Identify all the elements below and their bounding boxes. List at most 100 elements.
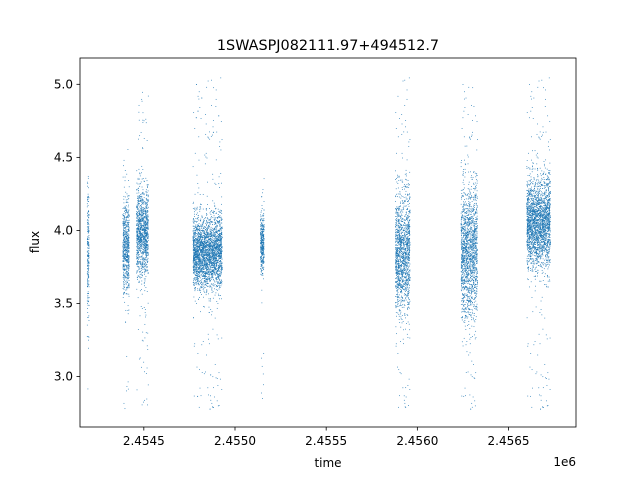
data-point [122, 246, 124, 248]
data-point [260, 256, 262, 257]
data-point [202, 286, 204, 288]
data-point [87, 254, 88, 256]
data-point [87, 214, 88, 216]
data-point [124, 237, 125, 239]
data-point [126, 289, 128, 291]
data-point [146, 193, 147, 195]
data-point [214, 267, 216, 268]
data-point [122, 218, 124, 219]
data-point [126, 355, 128, 357]
data-point [140, 209, 142, 211]
data-point [199, 266, 200, 267]
data-point [214, 317, 216, 319]
data-point [145, 177, 147, 179]
data-point [141, 253, 143, 255]
data-point [209, 138, 211, 140]
data-point [205, 243, 207, 244]
data-point [203, 255, 205, 256]
data-point [208, 274, 210, 276]
data-point [127, 240, 129, 242]
data-point [209, 239, 211, 241]
data-point [197, 252, 199, 254]
data-point [145, 206, 147, 208]
data-point [207, 235, 209, 237]
data-point [219, 251, 221, 252]
data-point [208, 225, 209, 226]
data-point [198, 274, 200, 276]
data-point [141, 253, 143, 254]
data-point [87, 293, 89, 294]
data-point [86, 273, 88, 275]
data-point [144, 230, 145, 231]
data-point [146, 226, 147, 228]
data-point [88, 217, 89, 218]
data-point [139, 210, 141, 212]
data-point [141, 207, 143, 209]
data-point [140, 227, 141, 229]
data-point [220, 211, 222, 213]
data-point [200, 258, 202, 260]
data-point [207, 232, 209, 233]
data-point [204, 255, 206, 256]
data-point [193, 245, 195, 247]
data-point [207, 234, 208, 235]
data-point [126, 266, 127, 268]
data-point [200, 286, 202, 288]
data-point [198, 250, 199, 252]
data-point [198, 278, 199, 280]
data-point [201, 242, 202, 244]
data-point [211, 274, 213, 276]
data-point [203, 373, 205, 375]
data-point [216, 238, 218, 240]
data-point [142, 218, 144, 220]
data-point [200, 250, 201, 252]
data-point [219, 220, 220, 221]
data-point [198, 232, 200, 234]
data-point [128, 244, 129, 246]
data-point [200, 264, 202, 266]
data-point [136, 234, 138, 236]
data-point [125, 232, 127, 234]
data-point [126, 271, 128, 272]
data-point [123, 271, 124, 273]
data-point [202, 270, 203, 272]
data-point [199, 208, 201, 210]
data-point [126, 234, 128, 236]
data-point [145, 215, 147, 216]
data-point [127, 285, 129, 287]
data-point [143, 218, 145, 220]
data-point [123, 263, 125, 265]
data-point [219, 187, 220, 188]
data-point [146, 270, 148, 271]
data-point [221, 238, 223, 240]
data-point [144, 312, 146, 314]
data-point [215, 239, 217, 241]
data-point [216, 249, 218, 251]
data-point [200, 208, 202, 210]
data-point [263, 246, 265, 248]
data-point [215, 268, 216, 270]
data-point [205, 284, 207, 286]
data-point [263, 262, 264, 263]
data-point [212, 275, 214, 277]
data-point [213, 266, 215, 268]
data-point [124, 221, 126, 222]
data-point [218, 242, 220, 243]
data-point [128, 246, 130, 248]
data-point [123, 265, 125, 267]
data-point [208, 241, 209, 243]
data-point [197, 238, 198, 240]
data-point [145, 221, 146, 223]
data-point [124, 247, 125, 249]
data-point [128, 265, 130, 267]
data-point [128, 228, 130, 230]
data-point [147, 259, 149, 261]
data-point [137, 227, 138, 229]
data-point [136, 206, 138, 207]
data-point [138, 168, 140, 170]
data-point [221, 239, 222, 241]
data-point [196, 257, 198, 259]
data-point [216, 254, 218, 256]
data-point [218, 275, 220, 277]
data-point [137, 241, 139, 243]
